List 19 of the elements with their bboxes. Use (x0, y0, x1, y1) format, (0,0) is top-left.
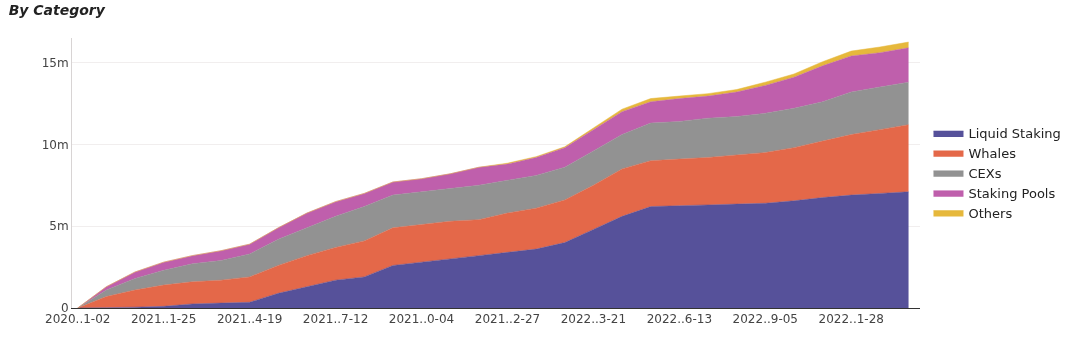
x-tick-label: 2021..7-12 (302, 312, 369, 327)
x-tick-label: 2022..1-28 (818, 312, 884, 327)
x-tick-label: 2021..0-04 (388, 312, 455, 327)
legend-label: Staking Pools (968, 185, 1056, 201)
legend-label: Whales (968, 145, 1017, 161)
x-tick-label: 2021..4-19 (216, 312, 283, 327)
x-tick-label: 2021..2-27 (474, 312, 541, 327)
x-tick-label: 2022..9-05 (732, 312, 798, 327)
x-tick-label: 2020..1-02 (45, 312, 111, 327)
chart-title: By Category (8, 1, 106, 18)
legend-label: CEXs (968, 165, 1002, 181)
legend-label: Liquid Staking (968, 126, 1061, 142)
x-tick-label: 2022..3-21 (560, 312, 627, 327)
y-tick-label: 10m (41, 137, 69, 152)
y-tick-label: 5m (49, 219, 69, 234)
legend-label: Others (968, 205, 1013, 221)
x-tick-label: 2022..6-13 (646, 312, 713, 327)
y-tick-label: 15m (41, 55, 69, 70)
x-tick-label: 2021..1-25 (130, 312, 197, 327)
